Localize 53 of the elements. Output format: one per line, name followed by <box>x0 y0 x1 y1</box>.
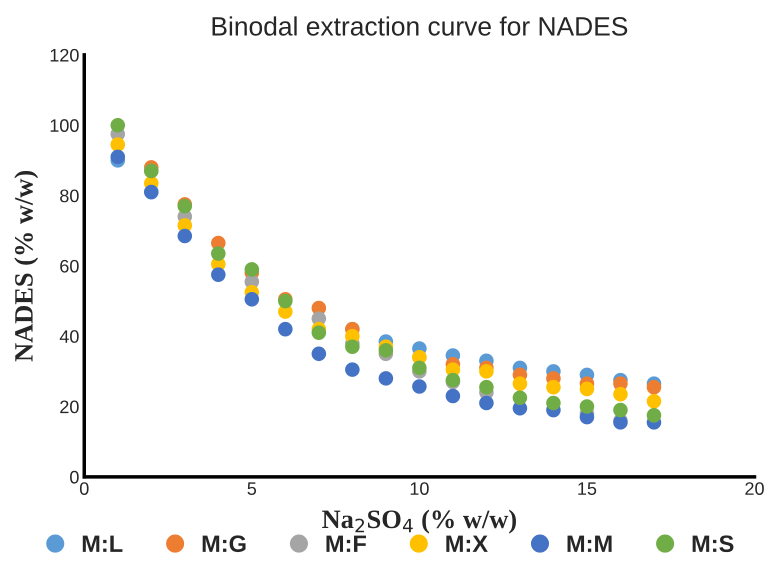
legend-label: M:S <box>692 535 734 552</box>
y-tick-label: 20 <box>60 400 79 414</box>
x-tick-label: 20 <box>745 482 764 495</box>
y-axis-title: NADES (% w/w) <box>14 171 38 362</box>
y-tick-label: 120 <box>50 48 79 62</box>
point <box>580 382 594 396</box>
point <box>278 322 293 336</box>
point <box>512 376 528 391</box>
x-tick-label: 10 <box>410 482 429 495</box>
point <box>580 399 594 414</box>
point <box>479 364 494 379</box>
point <box>546 380 561 394</box>
point <box>546 396 561 410</box>
x-tick-label: 15 <box>578 482 596 495</box>
point <box>211 267 226 282</box>
point <box>345 339 360 354</box>
point <box>244 292 260 307</box>
y-tick-label: 0 <box>70 470 79 484</box>
point <box>613 386 628 402</box>
point <box>345 362 360 377</box>
point <box>378 342 394 358</box>
y-tick-label: 60 <box>60 260 79 273</box>
point <box>479 396 494 410</box>
legend-label: M:G <box>202 535 246 552</box>
point <box>110 150 126 164</box>
point <box>211 246 226 261</box>
point <box>312 346 326 362</box>
point <box>110 137 126 152</box>
chart-title: Binodal extraction curve for NADES <box>212 16 628 36</box>
point <box>244 262 260 277</box>
x-tick-label: 5 <box>248 482 256 495</box>
y-tick-label: 100 <box>50 119 79 132</box>
point <box>479 380 494 394</box>
point <box>646 394 662 409</box>
point <box>613 402 628 418</box>
point <box>110 118 126 133</box>
point <box>378 371 394 386</box>
legend-label: M:L <box>82 536 122 552</box>
y-tick-label: 80 <box>60 189 79 202</box>
legend-label: M:X <box>446 536 488 552</box>
point <box>446 388 460 404</box>
point <box>312 325 326 340</box>
x-axis-title: Na$_{2}$SO$_{4}$ (% w/w) <box>322 510 516 534</box>
point <box>512 390 528 406</box>
legend-label: M:F <box>326 536 366 552</box>
y-tick-label: 40 <box>60 330 79 343</box>
point <box>178 228 192 244</box>
point <box>412 360 427 376</box>
point <box>412 379 427 394</box>
legend-label: M:M <box>568 536 612 552</box>
point <box>646 408 662 423</box>
point <box>646 380 662 394</box>
x-tick-label: 0 <box>80 482 89 495</box>
